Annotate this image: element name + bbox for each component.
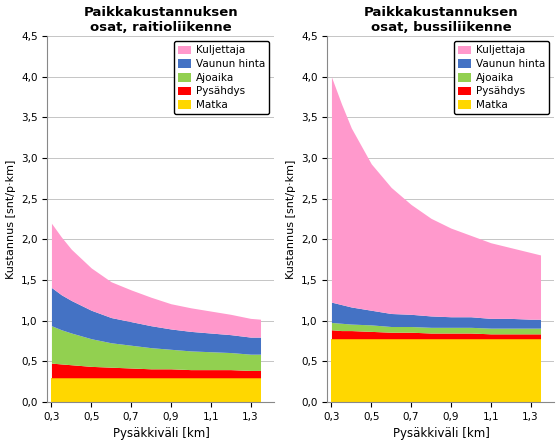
Legend: Kuljettaja, Vaunun hinta, Ajoaika, Pysähdys, Matka: Kuljettaja, Vaunun hinta, Ajoaika, Pysäh… [454,41,549,114]
Title: Paikkakustannuksen
osat, raitioliikenne: Paikkakustannuksen osat, raitioliikenne [83,5,238,33]
Y-axis label: Kustannus [snt/p·km]: Kustannus [snt/p·km] [6,160,16,279]
X-axis label: Pysäkkiväli [km]: Pysäkkiväli [km] [393,427,489,441]
Legend: Kuljettaja, Vaunun hinta, Ajoaika, Pysähdys, Matka: Kuljettaja, Vaunun hinta, Ajoaika, Pysäh… [174,41,269,114]
Y-axis label: Kustannus [snt/p·km]: Kustannus [snt/p·km] [286,160,296,279]
X-axis label: Pysäkkiväli [km]: Pysäkkiväli [km] [113,427,209,441]
Title: Paikkakustannuksen
osat, bussiliikenne: Paikkakustannuksen osat, bussiliikenne [363,5,518,33]
